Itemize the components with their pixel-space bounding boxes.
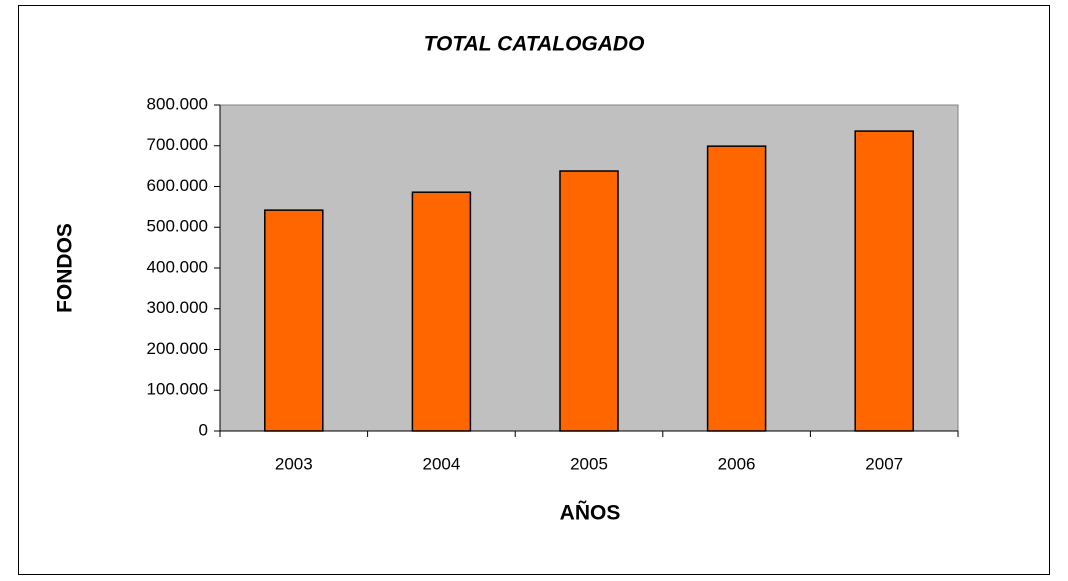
y-tick-label: 100.000 [147,380,208,399]
bar [854,130,914,432]
y-tick-label: 400.000 [147,257,208,276]
x-tick-label: 2006 [718,454,756,473]
y-tick-label: 500.000 [147,217,208,236]
y-tick-label: 700.000 [147,135,208,154]
bar [706,145,767,432]
x-tick-label: 2005 [570,454,608,473]
bar [264,209,324,432]
y-tick-label: 200.000 [147,339,208,358]
bar [559,170,619,432]
x-tick-label: 2007 [865,454,903,473]
y-tick-label: 600.000 [147,176,208,195]
x-tick-label: 2003 [275,454,313,473]
y-tick-label: 0 [199,420,208,439]
x-axis-label: AÑOS [560,502,621,525]
chart-title: TOTAL CATALOGADO [424,33,645,56]
y-axis-label: FONDOS [54,223,77,313]
bar [411,191,472,432]
x-tick-label: 2004 [422,454,460,473]
y-tick-label: 300.000 [147,298,208,317]
y-tick-label: 800.000 [147,94,208,113]
